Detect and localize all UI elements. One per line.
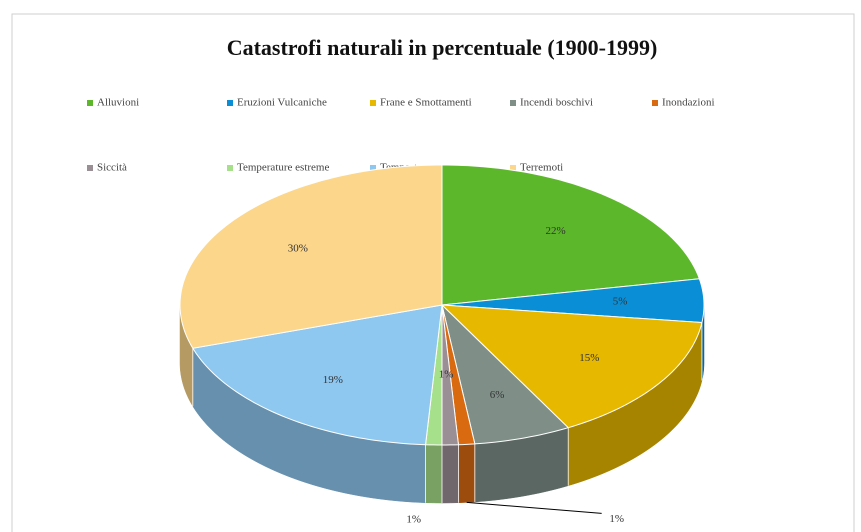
chart-title: Catastrofi naturali in percentuale (1900… xyxy=(227,35,658,60)
legend-swatch xyxy=(87,165,93,171)
slice xyxy=(441,303,570,445)
legend-swatch xyxy=(87,100,93,106)
slice-side xyxy=(458,443,476,503)
legend-swatch xyxy=(510,100,516,106)
slice xyxy=(440,304,703,429)
leader-line xyxy=(466,501,602,514)
legend-swatch xyxy=(370,100,376,106)
legend-swatch xyxy=(510,165,516,171)
slice xyxy=(441,164,701,306)
data-label: 6% xyxy=(490,389,505,401)
legend-label: Eruzioni Vulcaniche xyxy=(237,97,327,109)
slice-side xyxy=(441,444,459,504)
legend-label: Temperature estreme xyxy=(237,162,329,174)
legend-swatch xyxy=(227,165,233,171)
slice xyxy=(179,164,443,349)
legend-label: Incendi boschivi xyxy=(520,97,593,109)
data-label: 1% xyxy=(406,513,421,525)
data-label: 30% xyxy=(288,243,308,255)
data-label: 1% xyxy=(609,513,624,525)
data-label: 22% xyxy=(545,225,565,237)
data-label: 15% xyxy=(579,352,599,364)
legend-swatch xyxy=(370,165,376,171)
data-label: 5% xyxy=(613,296,628,308)
legend-label: Alluvioni xyxy=(97,97,139,109)
legend-label: Frane e Smottamenti xyxy=(380,97,472,109)
legend-label: Terremoti xyxy=(520,162,563,174)
legend-label: Inondazioni xyxy=(662,97,715,109)
slice xyxy=(441,278,705,324)
legend-swatch xyxy=(227,100,233,106)
legend-label: Siccità xyxy=(97,162,127,174)
data-label: 19% xyxy=(323,374,343,386)
slice-side xyxy=(425,444,443,504)
legend-swatch xyxy=(652,100,658,106)
slice xyxy=(191,304,443,446)
data-label: 1% xyxy=(439,368,454,380)
